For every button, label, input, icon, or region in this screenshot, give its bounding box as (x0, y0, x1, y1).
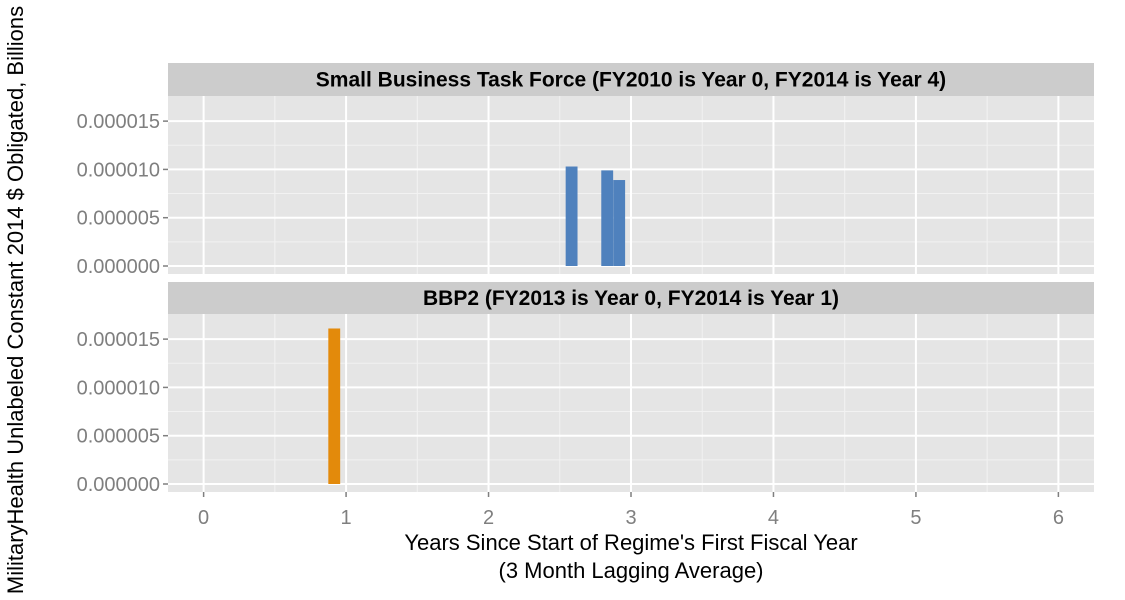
y-tick-label: 0.000010 (77, 377, 160, 399)
bar (328, 328, 341, 484)
x-tick-label: 5 (910, 507, 921, 529)
y-tick-label: 0.000015 (77, 111, 160, 133)
x-tick-label: 2 (483, 507, 494, 529)
y-tick-label: 0.000015 (77, 329, 160, 351)
x-axis: 0 1 2 3 4 5 6 (198, 492, 1064, 529)
x-tick-label: 6 (1053, 507, 1064, 529)
y-tick-label: 0.000000 (77, 474, 160, 496)
y-tick-label: 0.000005 (77, 208, 160, 230)
y-tick-label: 0.000010 (77, 159, 160, 181)
facet-panel-2: BBP2 (FY2013 is Year 0, FY2014 is Year 1… (77, 282, 1094, 496)
facet-panel-1: Small Business Task Force (FY2010 is Yea… (77, 63, 1094, 278)
x-axis-title: Years Since Start of Regime's First Fisc… (404, 530, 857, 555)
bar (613, 180, 626, 266)
facet-title: BBP2 (FY2013 is Year 0, FY2014 is Year 1… (423, 287, 839, 310)
y-axis-title: MilitaryHealth Unlabeled Constant 2014 $… (3, 6, 28, 594)
x-axis-subtitle: (3 Month Lagging Average) (499, 558, 764, 583)
facet-title: Small Business Task Force (FY2010 is Yea… (316, 69, 946, 92)
facet-strip (168, 63, 1094, 96)
y-tick-label: 0.000005 (77, 426, 160, 448)
x-tick-label: 1 (341, 507, 352, 529)
y-tick-label: 0.000000 (77, 256, 160, 278)
bar (565, 166, 578, 266)
x-tick-label: 4 (768, 507, 779, 529)
bar (601, 170, 614, 266)
facet-strip (168, 282, 1094, 314)
x-tick-label: 3 (625, 507, 636, 529)
panels-layer: Small Business Task Force (FY2010 is Yea… (77, 63, 1094, 496)
x-tick-label: 0 (198, 507, 209, 529)
